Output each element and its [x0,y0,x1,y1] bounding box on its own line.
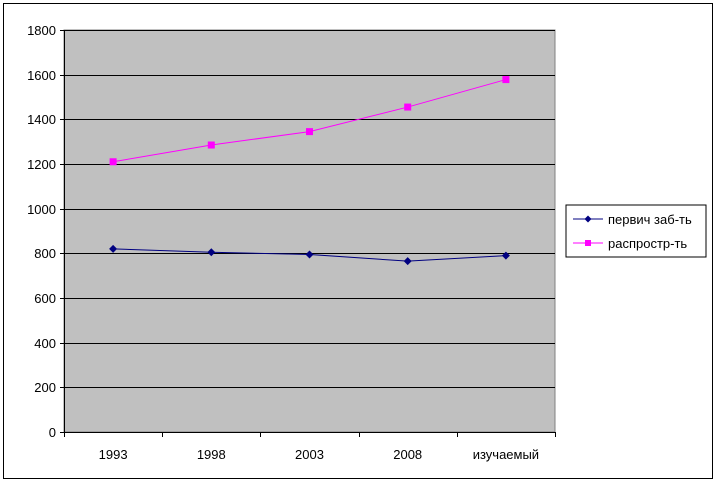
x-tick-label: 2008 [393,447,422,462]
y-tick-label: 800 [34,246,56,261]
plot-area [63,29,556,433]
data-point-diamond [109,244,118,253]
x-tick-label: 2003 [295,447,324,462]
legend-label-prevalence: распростр-ть [608,236,687,251]
y-tick-label: 200 [34,380,56,395]
y-tick-label: 1800 [27,23,56,38]
y-tick-label: 0 [49,425,56,440]
data-point-square [207,141,215,149]
series-layer [109,76,510,266]
legend-marker-diamond-icon [584,215,592,223]
legend-marker-square-icon [585,240,591,246]
x-tick-label: изучаемый [473,447,539,462]
data-point-diamond [501,251,510,260]
y-tick-label: 1200 [27,157,56,172]
data-point-square [109,158,117,166]
data-point-diamond [305,250,314,259]
legend-label-first-incidence: первич заб-ть [608,212,692,227]
series-1 [109,76,510,166]
x-tick-labels: 1993 1998 2003 2008 изучаемый [99,447,539,462]
data-point-square [502,76,510,84]
y-tick-label: 1600 [27,68,56,83]
y-tick-label: 400 [34,336,56,351]
gridlines [64,30,555,388]
data-point-diamond [403,257,412,266]
legend-box [565,204,707,258]
axes [60,30,556,437]
y-tick-labels: 0 200 400 600 800 1000 1200 1400 1600 1800 [27,23,56,440]
x-tick-label: 1998 [197,447,226,462]
data-point-square [306,128,313,136]
legend: первич заб-ть распростр-ть [565,204,707,258]
data-point-diamond [207,248,216,257]
series-0 [109,244,510,266]
y-tick-label: 600 [34,291,56,306]
y-tick-label: 1000 [27,202,56,217]
x-tick-label: 1993 [99,447,128,462]
y-tick-label: 1400 [27,112,56,127]
data-point-square [404,103,412,111]
